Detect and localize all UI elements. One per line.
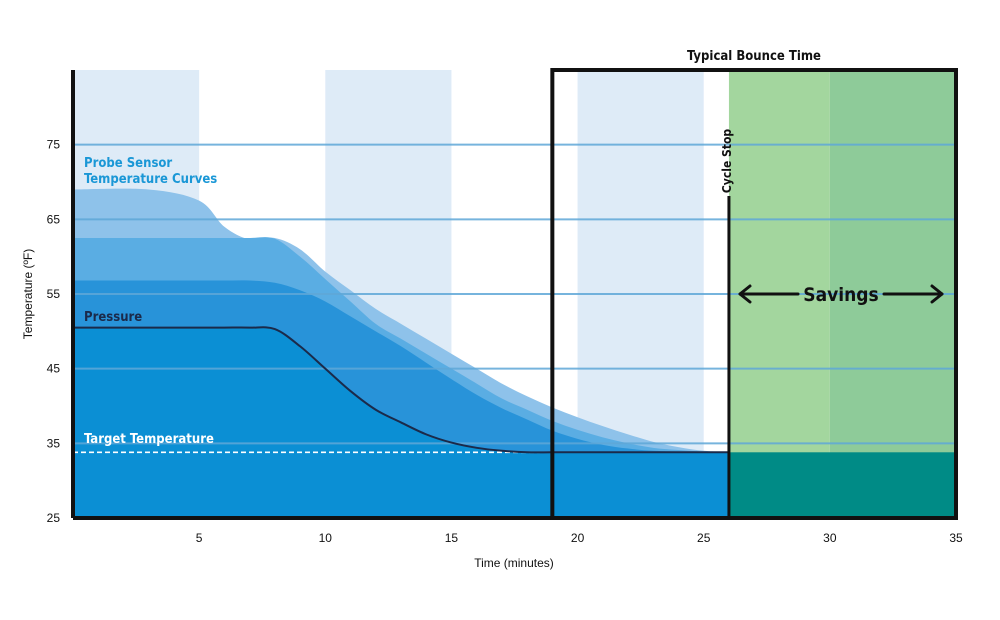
y-tick-75: 75: [47, 138, 61, 152]
bounce-time-frame: [550, 68, 958, 520]
x-tick-35: 35: [949, 531, 963, 545]
cycle-stop-label: Cycle Stop: [720, 129, 734, 193]
x-tick-25: 25: [697, 531, 711, 545]
typical-bounce-time-title: Typical Bounce Time: [687, 49, 821, 64]
x-axis-title: Time (minutes): [474, 556, 554, 570]
probe-sensor-label-line2: Temperature Curves: [84, 172, 217, 187]
x-tick-15: 15: [445, 531, 459, 545]
base-fill: [73, 452, 729, 518]
pressure-line: [73, 326, 729, 454]
gridlines: [73, 143, 956, 445]
y-tick-45: 45: [47, 362, 61, 376]
y-axis-title: Temperature (ºF): [21, 249, 35, 339]
x-tick-5: 5: [196, 531, 203, 545]
chart-frames: [71, 68, 958, 520]
x-tick-10: 10: [319, 531, 333, 545]
savings-arrow-left: [738, 284, 800, 304]
x-tick-30: 30: [823, 531, 837, 545]
savings-arrow-right: [882, 284, 944, 304]
x-tick-20: 20: [571, 531, 585, 545]
y-tick-25: 25: [47, 511, 61, 525]
probe-sensor-label-line1: Probe Sensor: [84, 156, 172, 171]
pressure-curve: [73, 326, 729, 454]
y-tick-65: 65: [47, 212, 61, 226]
temperature-curves: [73, 188, 956, 519]
axis-ticks: 5 10 15 20 25 30 35 25 35 45 55 65 75: [47, 138, 963, 545]
target-temperature-label: Target Temperature: [84, 432, 214, 447]
y-tick-35: 35: [47, 436, 61, 450]
savings-label: Savings: [803, 284, 878, 306]
y-tick-55: 55: [47, 287, 61, 301]
pressure-label: Pressure: [84, 310, 142, 325]
savings-base-fill: [728, 452, 956, 518]
